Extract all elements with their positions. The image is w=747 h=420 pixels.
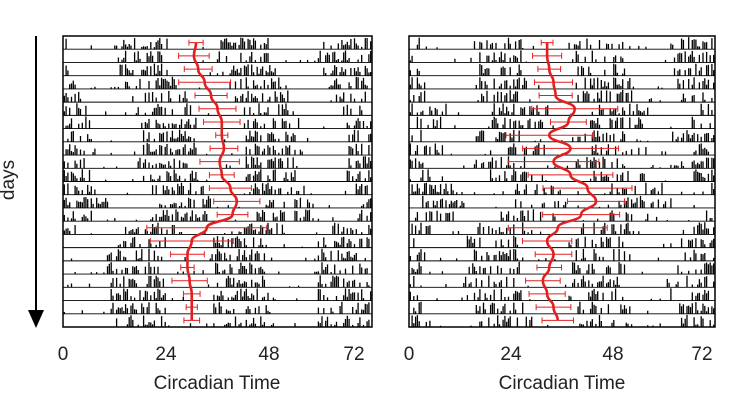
days-arrow-head <box>28 310 44 328</box>
right-activity-day-3 <box>409 63 715 76</box>
left-x-axis-label: Circadian Time <box>154 373 281 394</box>
right-period-line <box>541 42 598 321</box>
right-activity-day-15 <box>411 222 715 235</box>
left-x-ticks: 0 24 48 72 <box>58 344 365 365</box>
right-x-tick-24: 24 <box>500 344 522 365</box>
left-activity-day-14 <box>63 209 372 222</box>
right-activity-day-12 <box>411 182 715 195</box>
left-activity-day-20 <box>110 288 372 301</box>
right-activity-day-11 <box>409 169 715 182</box>
right-actogram-panel: 0 24 48 72 Circadian Time <box>404 35 716 394</box>
left-activity-day-2 <box>117 50 372 63</box>
left-activity-day-21 <box>63 301 370 314</box>
right-x-tick-72: 72 <box>691 344 712 365</box>
right-activity-day-16 <box>413 235 715 248</box>
left-activity-day-9 <box>65 142 370 155</box>
left-activity-day-17 <box>70 248 366 261</box>
left-activity-day-3 <box>65 63 372 76</box>
left-x-tick-48: 48 <box>258 344 279 365</box>
right-x-axis-label: Circadian Time <box>499 373 626 394</box>
right-error-bars <box>505 39 633 324</box>
right-panel-frame <box>408 35 716 328</box>
right-activity-day-21 <box>413 301 715 314</box>
days-label: days <box>0 160 19 200</box>
left-activity-day-10 <box>63 156 372 169</box>
right-activity-day-13 <box>422 195 695 208</box>
right-activity-day-1 <box>416 37 713 50</box>
left-activity-day-15 <box>63 222 372 235</box>
left-activity-day-6 <box>63 103 363 116</box>
right-activity-day-9 <box>409 143 710 155</box>
left-activity-day-4 <box>69 76 368 89</box>
right-x-ticks: 0 24 48 72 <box>404 344 713 365</box>
right-activity-day-7 <box>416 116 711 129</box>
left-x-tick-24: 24 <box>155 344 177 365</box>
left-activity-day-11 <box>63 169 372 182</box>
left-x-tick-0: 0 <box>58 344 69 365</box>
right-activity-day-5 <box>409 90 713 103</box>
right-activity-day-14 <box>414 209 713 222</box>
right-activity-day-19 <box>409 275 715 288</box>
right-activity-day-8 <box>411 129 715 142</box>
right-x-tick-48: 48 <box>602 344 623 365</box>
right-activity-day-22 <box>411 314 715 327</box>
right-activity-day-4 <box>409 77 715 89</box>
right-activity-day-18 <box>411 261 715 275</box>
left-period-line <box>186 42 239 321</box>
left-activity-day-16 <box>117 236 370 248</box>
left-panel-frame <box>62 35 373 328</box>
right-activity-layer <box>409 37 715 327</box>
left-activity-day-18 <box>74 262 368 275</box>
left-actogram-panel: 0 24 48 72 Circadian Time <box>58 35 373 394</box>
left-x-tick-72: 72 <box>343 344 364 365</box>
left-activity-day-22 <box>115 315 370 327</box>
left-activity-layer <box>63 37 372 327</box>
right-activity-day-20 <box>409 288 710 301</box>
right-activity-day-2 <box>409 50 715 63</box>
days-axis: days <box>0 36 44 328</box>
right-activity-day-17 <box>409 248 715 261</box>
left-row-lines <box>63 48 372 315</box>
left-activity-day-1 <box>65 37 372 50</box>
left-activity-day-5 <box>63 90 366 103</box>
left-activity-day-7 <box>65 116 372 129</box>
left-activity-day-12 <box>63 182 368 195</box>
right-row-lines <box>409 48 715 315</box>
right-activity-day-6 <box>409 103 713 116</box>
right-x-tick-0: 0 <box>404 344 415 365</box>
left-activity-day-8 <box>67 129 372 142</box>
right-activity-day-10 <box>409 156 715 169</box>
left-activity-day-19 <box>67 275 370 288</box>
left-activity-day-13 <box>63 195 372 208</box>
